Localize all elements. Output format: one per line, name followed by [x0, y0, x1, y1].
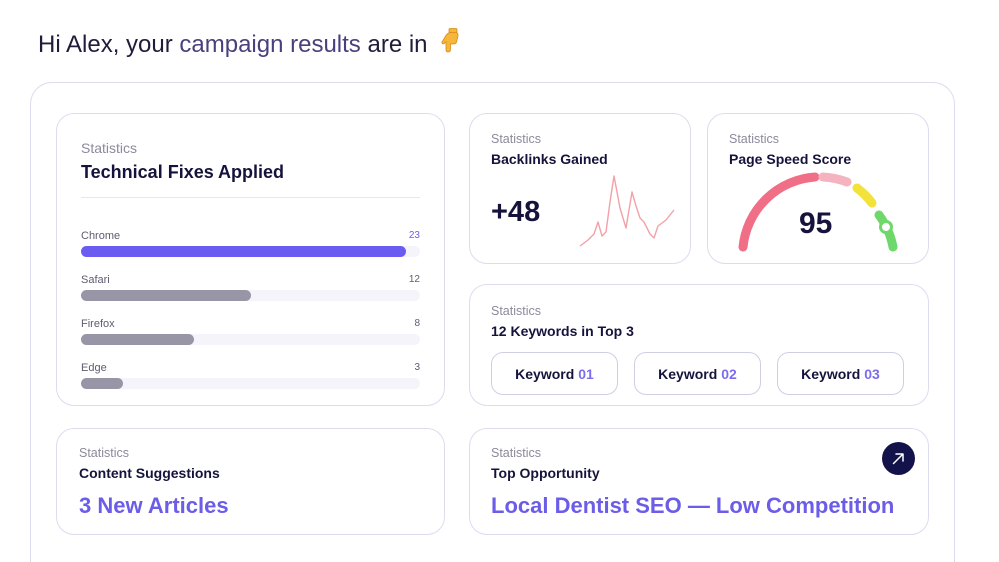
- page-speed-value: 95: [799, 207, 833, 240]
- card-eyebrow: Statistics: [491, 132, 542, 146]
- bar-fill: [81, 290, 251, 301]
- bar-header: Safari 12: [81, 274, 420, 287]
- bar-header: Chrome 23: [81, 230, 420, 243]
- top-opportunity-value: Local Dentist SEO — Low Competition: [491, 493, 895, 518]
- open-opportunity-button[interactable]: [882, 442, 915, 475]
- bar-fill: [81, 378, 124, 389]
- bar-value: 3: [414, 362, 420, 373]
- greeting-prefix: Hi Alex, your: [38, 31, 180, 58]
- pointing-down-hand-icon: [440, 28, 460, 61]
- card-divider: [81, 197, 420, 198]
- greeting-heading: Hi Alex, your campaign results are in: [38, 28, 460, 61]
- bar-track: [81, 334, 420, 345]
- keyword-number: 03: [864, 365, 880, 382]
- keyword-label: Keyword: [801, 365, 861, 382]
- backlinks-card: Statistics Backlinks Gained +48: [469, 113, 691, 264]
- card-eyebrow: Statistics: [491, 304, 542, 318]
- bar-value: 8: [414, 318, 420, 329]
- bar-row-firefox: Firefox 8: [81, 318, 420, 345]
- keywords-card: Statistics 12 Keywords in Top 3 Keyword 0…: [469, 284, 929, 406]
- card-eyebrow: Statistics: [79, 446, 130, 460]
- keyword-button-01[interactable]: Keyword 01: [491, 352, 618, 395]
- keyword-number: 02: [721, 365, 737, 382]
- speed-gauge: [738, 172, 898, 252]
- content-suggestions-card: Statistics Content Suggestions 3 New Art…: [56, 428, 445, 535]
- bar-track: [81, 378, 420, 389]
- technical-fixes-card: Statistics Technical Fixes Applied Chrom…: [56, 113, 445, 406]
- bar-row-safari: Safari 12: [81, 274, 420, 301]
- arrow-up-right-icon: [892, 453, 904, 465]
- card-eyebrow: Statistics: [729, 132, 780, 146]
- bar-fill: [81, 246, 407, 257]
- bar-label: Chrome: [81, 230, 121, 242]
- top-opportunity-card: Statistics Top Opportunity Local Dentist…: [469, 428, 929, 535]
- bar-header: Edge 3: [81, 362, 420, 375]
- card-title: Top Opportunity: [491, 465, 600, 481]
- card-title: Content Suggestions: [79, 465, 220, 481]
- dashboard-panel: [30, 82, 955, 562]
- bar-label: Edge: [81, 362, 107, 374]
- keyword-list: Keyword 01 Keyword 02 Keyword 03: [491, 352, 907, 395]
- card-title: Page Speed Score: [729, 151, 852, 167]
- keyword-button-02[interactable]: Keyword 02: [634, 352, 761, 395]
- keyword-button-03[interactable]: Keyword 03: [777, 352, 904, 395]
- gauge-indicator: [879, 220, 893, 234]
- card-eyebrow: Statistics: [491, 446, 542, 460]
- bar-row-chrome: Chrome 23: [81, 230, 420, 257]
- keyword-label: Keyword: [658, 365, 718, 382]
- keyword-number: 01: [578, 365, 594, 382]
- content-suggestions-value: 3 New Articles: [79, 493, 229, 518]
- bar-label: Firefox: [81, 318, 115, 330]
- bar-track: [81, 290, 420, 301]
- browser-bar-list: Chrome 23 Safari 12 Firefox 8 Edge 3: [81, 230, 420, 389]
- bar-value: 23: [408, 230, 420, 241]
- greeting-highlight: campaign results: [179, 31, 361, 58]
- page-speed-card: Statistics Page Speed Score 95: [707, 113, 929, 264]
- bar-fill: [81, 334, 195, 345]
- card-title: Backlinks Gained: [491, 151, 608, 167]
- bar-value: 12: [408, 274, 420, 285]
- backlinks-sparkline: [579, 175, 675, 247]
- keyword-label: Keyword: [515, 365, 575, 382]
- bar-header: Firefox 8: [81, 318, 420, 331]
- bar-row-edge: Edge 3: [81, 362, 420, 389]
- bar-track: [81, 246, 420, 257]
- backlinks-value: +48: [491, 196, 541, 228]
- card-title: Technical Fixes Applied: [81, 162, 285, 182]
- bar-label: Safari: [81, 274, 110, 286]
- card-title: 12 Keywords in Top 3: [491, 323, 634, 339]
- greeting-suffix: are in: [360, 31, 428, 58]
- card-eyebrow: Statistics: [81, 140, 138, 156]
